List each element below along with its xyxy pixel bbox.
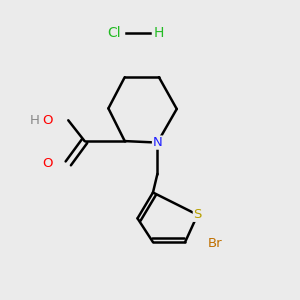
- Text: Cl: Cl: [107, 26, 121, 40]
- Text: Br: Br: [208, 237, 223, 250]
- Text: H: H: [30, 114, 40, 127]
- Text: H: H: [154, 26, 164, 40]
- Text: S: S: [194, 208, 202, 221]
- Text: O: O: [42, 114, 53, 127]
- Text: O: O: [42, 157, 53, 170]
- Text: N: N: [153, 136, 162, 149]
